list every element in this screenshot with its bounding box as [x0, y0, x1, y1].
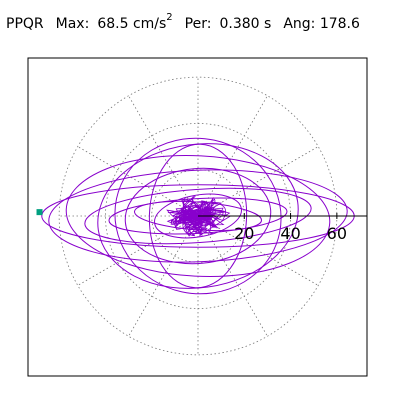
- station-code: PPQR: [6, 15, 44, 32]
- grid-spoke: [77, 215, 199, 286]
- grid-spoke: [77, 146, 199, 217]
- max-unit-exponent: 2: [166, 12, 173, 23]
- radial-axis: 20 40 60: [198, 213, 367, 243]
- grid-spoke: [197, 146, 319, 217]
- per-label: Per:: [184, 15, 212, 32]
- header-readout: PPQR Max: 68.5 cm/s2 Per: 0.380 s Ang: 178.6: [6, 12, 396, 36]
- orbit-ellipse: [84, 187, 312, 245]
- orbit-ellipse: [65, 155, 331, 277]
- orbit-ellipse: [154, 193, 242, 239]
- per-unit: s: [264, 15, 272, 32]
- orbit-ellipse: [114, 137, 282, 295]
- orbit-ellipse: [148, 143, 248, 289]
- max-unit: cm/s: [132, 15, 167, 32]
- orbit-ellipse: [97, 143, 299, 289]
- max-label: Max:: [55, 15, 90, 32]
- grid-spoke: [128, 215, 199, 337]
- orbit-traces: [41, 137, 355, 295]
- radial-tick-label: 20: [234, 224, 254, 243]
- max-vector-marker: [36, 209, 43, 216]
- orbit-ellipse: [124, 167, 272, 265]
- per-value: 0.380: [219, 15, 260, 32]
- plot-frame: [27, 57, 368, 377]
- ang-label: Ang:: [283, 15, 316, 32]
- radial-tick-label: 40: [280, 224, 300, 243]
- radial-tick-label: 60: [327, 224, 347, 243]
- ang-value: 178.6: [319, 15, 360, 32]
- max-value: 68.5: [97, 15, 129, 32]
- orbit-ellipse: [48, 169, 348, 263]
- max-markers: [36, 209, 43, 216]
- orbit-ellipse: [108, 197, 288, 235]
- grid-spoke: [197, 95, 268, 217]
- grid-spoke: [197, 215, 319, 286]
